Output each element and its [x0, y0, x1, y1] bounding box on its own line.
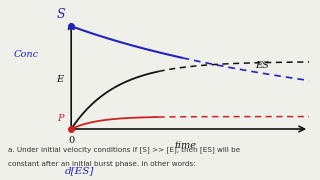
Text: ES: ES: [255, 61, 269, 70]
Text: P: P: [57, 114, 63, 123]
Text: 0: 0: [68, 136, 74, 145]
Text: constant after an initial burst phase. In other words:: constant after an initial burst phase. I…: [8, 161, 196, 167]
Text: S: S: [56, 8, 65, 21]
Text: time: time: [174, 141, 196, 150]
Text: d[ES]: d[ES]: [65, 166, 94, 175]
Text: a. Under initial velocity conditions if [S] >> [E], then [ES] will be: a. Under initial velocity conditions if …: [8, 147, 240, 154]
Text: Conc: Conc: [14, 50, 39, 59]
Text: E: E: [56, 75, 63, 84]
